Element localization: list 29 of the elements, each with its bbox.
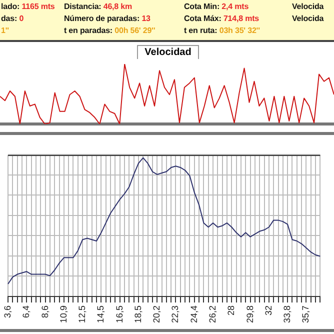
x-tick-label: 8,6	[40, 305, 50, 318]
text: t en paradas: 00h 56' 29''	[64, 26, 156, 35]
x-tick-label: 29,8	[244, 305, 255, 324]
text: Cota Min: 2,4 mts	[184, 2, 249, 11]
x-tick-label: 10,9	[58, 305, 68, 324]
text: Distancia: 46,8 km	[64, 2, 132, 11]
x-tick-label: 16,5	[114, 305, 124, 324]
text: Velocida	[292, 2, 324, 11]
text: das: 0	[1, 14, 24, 23]
x-tick-label: 3,6	[2, 305, 12, 318]
text: t en ruta: 03h 35' 32''	[184, 26, 260, 35]
x-tick-label: 12,5	[77, 305, 88, 324]
x-tick-label: 26,2	[208, 305, 218, 324]
x-tick-label: 24,4	[188, 305, 199, 324]
x-tick-label: 35,7	[300, 305, 311, 324]
chart-title: Velocidad	[137, 45, 199, 59]
x-tick-label: 14,5	[96, 305, 106, 324]
x-tick-label: 6,4	[21, 305, 32, 318]
text: lado: 1165 mts	[1, 2, 55, 11]
x-tick-label: 18,5	[132, 305, 143, 324]
text: Velocida	[292, 14, 324, 23]
x-tick-label: 20,2	[152, 305, 162, 324]
x-tick-label: 32	[263, 305, 274, 316]
x-tick-label: 22,3	[170, 305, 180, 324]
x-tick-label: 33,8	[282, 305, 292, 324]
x-tick-label: 28	[226, 305, 236, 316]
text: 1''	[1, 26, 9, 35]
text: Cota Máx: 714,8 mts	[184, 14, 260, 23]
text: Número de paradas: 13	[64, 14, 150, 23]
